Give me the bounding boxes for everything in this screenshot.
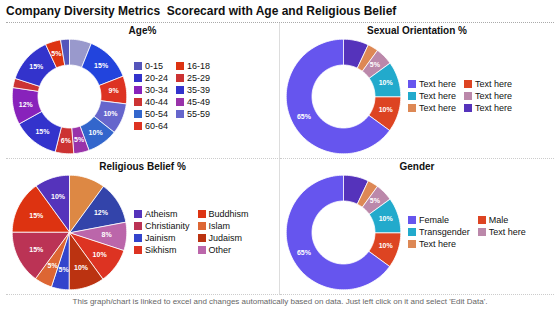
html-text:55-59: 55-59 xyxy=(187,109,211,119)
svg-text:10%: 10% xyxy=(74,264,89,271)
svg-text:5%: 5% xyxy=(74,136,85,143)
html-text:Text here: Text here xyxy=(475,91,513,101)
svg-text:15%: 15% xyxy=(29,246,44,253)
svg-text:10%: 10% xyxy=(379,215,394,222)
svg-text:65%: 65% xyxy=(297,113,312,120)
html-text:Judaism: Judaism xyxy=(208,233,242,243)
html-text:Transgender: Transgender xyxy=(419,227,470,237)
svg-text:5%: 5% xyxy=(59,266,70,273)
html-text:35-39: 35-39 xyxy=(187,85,211,95)
html-text:Religious Belief %: Religious Belief % xyxy=(99,161,186,172)
svg-text:8%: 8% xyxy=(102,231,113,238)
html-text:Male: Male xyxy=(488,215,509,225)
svg-text:10%: 10% xyxy=(89,129,104,136)
html-text:Jainism: Jainism xyxy=(145,233,176,243)
html-text:30-34: 30-34 xyxy=(145,85,168,95)
html-text:Gender: Gender xyxy=(399,161,435,172)
html-text:Other: Other xyxy=(208,245,231,255)
svg-text:15%: 15% xyxy=(35,128,50,135)
html-text:50-54: 50-54 xyxy=(145,109,168,119)
svg-text:10%: 10% xyxy=(379,79,394,86)
html-text:Christianity: Christianity xyxy=(145,221,190,231)
svg-text:12%: 12% xyxy=(94,209,109,216)
html-text:16-18: 16-18 xyxy=(187,61,211,71)
svg-text:10%: 10% xyxy=(379,106,394,113)
html-text:Text here: Text here xyxy=(419,239,456,249)
html-text:20-24: 20-24 xyxy=(145,73,168,83)
svg-text:5%: 5% xyxy=(51,50,62,57)
svg-text:10%: 10% xyxy=(51,193,66,200)
svg-text:15%: 15% xyxy=(29,212,44,219)
html-text:Sexual Orientation %: Sexual Orientation % xyxy=(367,25,467,36)
svg-text:10%: 10% xyxy=(379,242,394,249)
html-text:Company Diversity Metrics Scor: Company Diversity Metrics Scorecard with… xyxy=(6,4,397,18)
html-text:Text here: Text here xyxy=(419,91,456,101)
svg-text:5%: 5% xyxy=(370,197,381,204)
html-text:45-49: 45-49 xyxy=(187,97,211,107)
svg-text:12%: 12% xyxy=(19,101,34,108)
html-text:Age%: Age% xyxy=(128,25,157,36)
html-text:40-44: 40-44 xyxy=(145,97,168,107)
html-text:This graph/chart is linked to: This graph/chart is linked to excel and … xyxy=(72,297,488,306)
svg-text:5%: 5% xyxy=(370,61,381,68)
svg-text:10%: 10% xyxy=(93,251,108,258)
html-text:Buddhism: Buddhism xyxy=(208,209,249,219)
svg-text:6%: 6% xyxy=(61,137,72,144)
html-text:Sikhism: Sikhism xyxy=(145,245,177,255)
html-text:Atheism: Atheism xyxy=(145,209,178,219)
html-text:25-29: 25-29 xyxy=(187,73,211,83)
html-text:Islam: Islam xyxy=(208,221,230,231)
svg-text:10%: 10% xyxy=(103,110,118,117)
html-text:Female: Female xyxy=(419,215,449,225)
svg-text:65%: 65% xyxy=(297,249,312,256)
svg-text:9%: 9% xyxy=(108,87,119,94)
svg-text:15%: 15% xyxy=(94,62,109,69)
html-text:Text here: Text here xyxy=(419,79,456,89)
html-text:Text here: Text here xyxy=(475,79,513,89)
svg-text:5%: 5% xyxy=(48,262,59,269)
html-text:0-15: 0-15 xyxy=(145,61,163,71)
svg-text:15%: 15% xyxy=(29,63,44,70)
html-text:Text here: Text here xyxy=(419,103,456,113)
html-text:Text here: Text here xyxy=(488,227,526,237)
html-text:60-64: 60-64 xyxy=(145,121,168,131)
html-text:Text here: Text here xyxy=(475,103,513,113)
